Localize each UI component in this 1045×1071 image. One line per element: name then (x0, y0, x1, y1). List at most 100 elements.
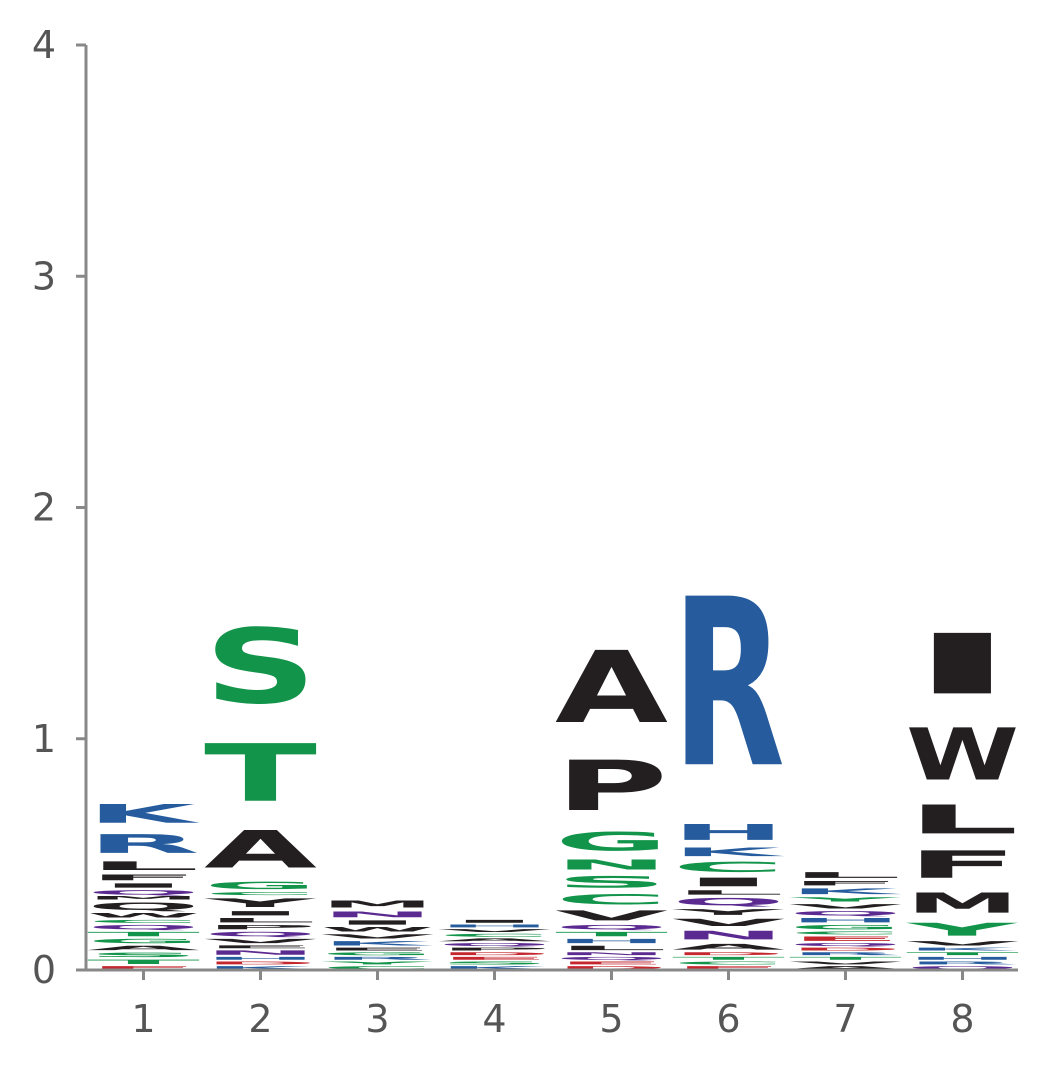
logo-letters: ETSAGTQCWQMQIFLRKKDHNEVQPLIYCGATSCYRGEKV… (87, 549, 1019, 970)
logo-letter-f: F (87, 873, 200, 882)
logo-letter-v: V (672, 917, 785, 928)
logo-letter-e: E (321, 947, 434, 952)
logo-letter-i: I (87, 882, 200, 889)
y-tick-label: 1 (32, 717, 56, 761)
logo-letter-i: I (672, 875, 785, 889)
logo-letter-d: D (438, 952, 551, 957)
logo-letter-l: L (672, 889, 785, 896)
logo-letter-q: Q (87, 889, 200, 896)
logo-letter-v: V (789, 903, 902, 910)
logo-letter-y: Y (203, 896, 317, 910)
logo-letter-g: G (204, 880, 317, 892)
logo-letter-p: P (555, 746, 668, 826)
logo-letter-p: P (204, 924, 317, 931)
logo-letter-d: D (672, 952, 785, 957)
logo-letter-h: H (204, 956, 317, 961)
logo-letter-s: S (438, 961, 551, 966)
logo-letter-q: Q (438, 942, 551, 947)
y-tick-label: 0 (32, 948, 56, 992)
logo-letter-k: K (438, 965, 551, 970)
logo-letter-y: Y (671, 908, 785, 917)
logo-letter-s: S (204, 608, 317, 727)
x-tick-label: 6 (716, 997, 740, 1041)
logo-letter-q: Q (87, 924, 200, 931)
logo-letter-t: T (555, 931, 668, 938)
logo-letter-n: N (321, 910, 434, 919)
logo-letter-v: V (204, 938, 317, 945)
logo-letter-q: Q (672, 896, 785, 907)
logo-letter-t: T (789, 956, 902, 961)
logo-letter-n: N (555, 951, 668, 956)
logo-letter-t: T (906, 951, 1019, 956)
y-tick-label: 3 (32, 254, 56, 298)
logo-letter-n: N (672, 928, 785, 942)
logo-letter-r: R (321, 956, 434, 961)
logo-letter-y: Y (320, 961, 435, 966)
logo-letter-s: S (87, 952, 200, 959)
logo-letter-q: Q (204, 931, 317, 938)
logo-letter-y: Y (905, 919, 1019, 940)
logo-letter-i: I (321, 919, 434, 926)
y-tick-label: 4 (32, 23, 56, 67)
logo-letter-w: W (87, 912, 200, 919)
logo-letter-f: F (789, 880, 902, 887)
logo-letter-t: T (87, 958, 200, 965)
logo-letter-a: A (555, 631, 668, 746)
logo-letter-a: A (87, 945, 200, 952)
logo-letter-q: Q (789, 910, 902, 917)
logo-letter-v: V (321, 933, 434, 940)
logo-letter-q: Q (555, 924, 668, 931)
logo-letter-s: S (555, 873, 668, 891)
logo-letter-c: C (438, 933, 551, 938)
logo-letter-r: R (672, 549, 785, 819)
logo-letter-c: C (789, 931, 902, 936)
logo-letter-w: W (321, 926, 434, 933)
logo-letter-c: C (204, 891, 317, 896)
logo-letter-r: R (87, 829, 200, 859)
logo-letter-h: H (672, 820, 785, 845)
logo-letter-c: C (555, 891, 668, 907)
logo-letter-d: D (204, 961, 317, 966)
x-tick-label: 4 (482, 997, 506, 1041)
logo-letter-c: C (672, 961, 785, 966)
logo-letter-k: K (87, 799, 200, 829)
x-tick-label: 2 (248, 997, 272, 1041)
logo-letter-c: C (87, 919, 200, 924)
logo-letter-a: A (672, 942, 785, 951)
logo-letter-a: A (789, 965, 902, 970)
logo-letter-g: G (555, 827, 668, 857)
x-ticks: 1 2 3 4 5 6 7 8 (131, 970, 975, 1041)
logo-letter-v: V (789, 961, 902, 966)
x-tick-label: 8 (950, 997, 974, 1041)
logo-letter-k: K (672, 845, 785, 859)
logo-letter-h: H (906, 956, 1019, 961)
logo-letter-e: E (672, 965, 785, 970)
logo-letter-v: V (555, 908, 668, 924)
logo-letter-d: D (555, 965, 668, 970)
logo-letter-e: E (204, 945, 317, 950)
logo-letter-v: V (438, 928, 551, 933)
logo-letter-h: H (555, 938, 668, 945)
logo-letter-e: E (438, 956, 551, 961)
logo-letter-i: I (204, 910, 317, 917)
logo-letter-c: C (672, 859, 785, 875)
logo-letter-q: Q (906, 965, 1019, 970)
logo-letter-l: L (789, 871, 902, 880)
logo-letter-i: I (438, 919, 551, 924)
y-ticks: 0 1 2 3 4 (32, 23, 86, 992)
x-tick-label: 1 (131, 997, 155, 1041)
logo-letter-e: E (87, 965, 200, 970)
logo-letter-k: K (204, 965, 317, 970)
x-tick-label: 7 (833, 997, 857, 1041)
logo-letter-k: K (906, 947, 1019, 952)
logo-letter-e: E (555, 961, 668, 966)
x-tick-label: 3 (365, 997, 389, 1041)
logo-letter-l: L (555, 945, 668, 952)
logo-letter-l: L (87, 859, 200, 873)
logo-letter-n: N (204, 949, 317, 956)
